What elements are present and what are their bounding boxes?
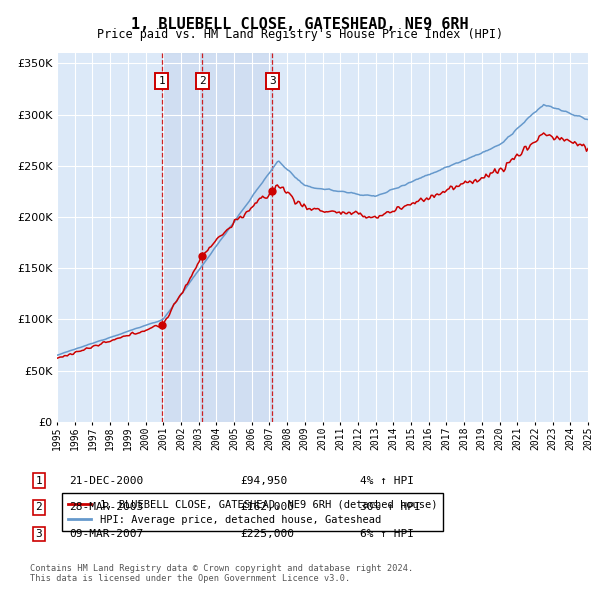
Text: 30% ↑ HPI: 30% ↑ HPI (360, 503, 421, 512)
Bar (202, 53, 272, 422)
Text: 21-DEC-2000: 21-DEC-2000 (69, 476, 143, 486)
Text: 1: 1 (158, 76, 165, 86)
Text: £162,000: £162,000 (240, 503, 294, 512)
Legend: 1, BLUEBELL CLOSE, GATESHEAD, NE9 6RH (detached house), HPI: Average price, deta: 1, BLUEBELL CLOSE, GATESHEAD, NE9 6RH (d… (62, 493, 443, 531)
Text: 4% ↑ HPI: 4% ↑ HPI (360, 476, 414, 486)
Text: Price paid vs. HM Land Registry's House Price Index (HPI): Price paid vs. HM Land Registry's House … (97, 28, 503, 41)
Text: 3: 3 (35, 529, 43, 539)
Text: 09-MAR-2007: 09-MAR-2007 (69, 529, 143, 539)
Text: 1, BLUEBELL CLOSE, GATESHEAD, NE9 6RH: 1, BLUEBELL CLOSE, GATESHEAD, NE9 6RH (131, 17, 469, 31)
Text: 28-MAR-2003: 28-MAR-2003 (69, 503, 143, 512)
Bar (162, 53, 202, 422)
Text: Contains HM Land Registry data © Crown copyright and database right 2024.
This d: Contains HM Land Registry data © Crown c… (30, 563, 413, 583)
Text: 1: 1 (35, 476, 43, 486)
Text: 2: 2 (35, 503, 43, 512)
Text: 6% ↑ HPI: 6% ↑ HPI (360, 529, 414, 539)
Text: £225,000: £225,000 (240, 529, 294, 539)
Text: £94,950: £94,950 (240, 476, 287, 486)
Text: 3: 3 (269, 76, 276, 86)
Text: 2: 2 (199, 76, 206, 86)
